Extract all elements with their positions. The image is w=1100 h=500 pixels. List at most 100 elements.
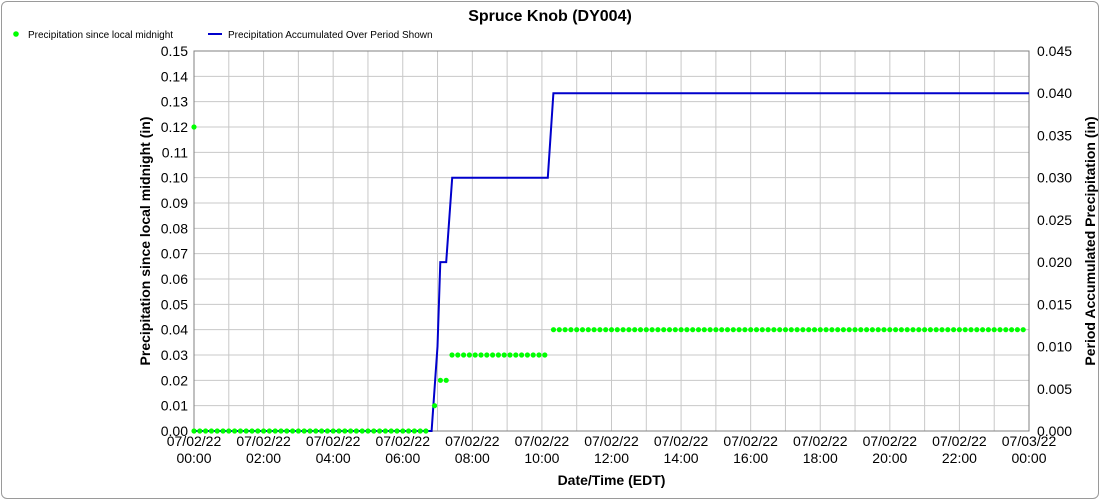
data-point bbox=[742, 327, 748, 333]
data-point bbox=[875, 327, 881, 333]
data-point bbox=[330, 428, 336, 434]
data-point bbox=[519, 352, 525, 358]
data-point bbox=[1020, 327, 1026, 333]
right-tick-label: 0.030 bbox=[1037, 170, 1072, 186]
data-point bbox=[800, 327, 806, 333]
left-tick-label: 0.07 bbox=[161, 246, 188, 262]
accumulated-line bbox=[194, 92, 1029, 432]
right-tick-label: 0.010 bbox=[1037, 339, 1072, 355]
data-point bbox=[811, 327, 818, 333]
data-point bbox=[956, 327, 963, 333]
data-point bbox=[690, 327, 696, 333]
data-point bbox=[191, 428, 197, 434]
x-tick-date: 07/02/22 bbox=[654, 433, 709, 449]
data-point bbox=[530, 352, 536, 358]
midnight-series bbox=[191, 124, 1026, 434]
data-point bbox=[974, 327, 980, 333]
data-point bbox=[371, 428, 377, 434]
data-point bbox=[542, 352, 548, 358]
left-tick-label: 0.08 bbox=[161, 220, 188, 236]
data-point bbox=[278, 428, 284, 434]
data-point bbox=[898, 327, 905, 333]
x-tick-time: 00:00 bbox=[1011, 450, 1046, 466]
data-point bbox=[377, 428, 383, 434]
data-point bbox=[858, 327, 864, 333]
left-tick-label: 0.02 bbox=[161, 372, 188, 388]
data-point bbox=[765, 327, 771, 333]
data-point bbox=[255, 428, 261, 434]
data-point bbox=[423, 428, 429, 434]
data-point bbox=[626, 327, 632, 333]
x-axis-ticks: 07/02/2200:0007/02/2202:0007/02/2204:000… bbox=[167, 433, 1057, 466]
data-point bbox=[637, 327, 644, 333]
right-tick-label: 0.045 bbox=[1037, 43, 1072, 59]
data-point bbox=[840, 327, 847, 333]
legend-marker-midnight bbox=[13, 31, 19, 37]
data-point bbox=[893, 327, 899, 333]
data-point bbox=[724, 327, 731, 333]
data-point bbox=[556, 327, 562, 333]
data-point bbox=[736, 327, 742, 333]
data-point bbox=[881, 327, 887, 333]
left-tick-label: 0.05 bbox=[161, 296, 188, 312]
left-tick-label: 0.09 bbox=[161, 195, 188, 211]
x-tick-time: 02:00 bbox=[246, 450, 281, 466]
right-tick-label: 0.020 bbox=[1037, 254, 1072, 270]
data-point bbox=[237, 428, 243, 434]
data-point bbox=[490, 352, 496, 358]
data-point bbox=[443, 377, 449, 383]
right-tick-label: 0.040 bbox=[1037, 85, 1072, 101]
data-point bbox=[324, 428, 330, 434]
data-point bbox=[472, 352, 478, 358]
data-point bbox=[272, 428, 278, 434]
accumulated-series bbox=[194, 92, 1029, 432]
left-axis-title: Precipitation since local midnight (in) bbox=[137, 117, 153, 366]
data-point bbox=[550, 327, 557, 333]
data-point bbox=[1014, 327, 1021, 333]
data-point bbox=[823, 327, 829, 333]
chart-title: Spruce Knob (DY004) bbox=[468, 8, 632, 25]
data-point bbox=[661, 327, 667, 333]
data-point bbox=[666, 327, 673, 333]
plot-area bbox=[193, 50, 1030, 432]
left-tick-label: 0.06 bbox=[161, 271, 188, 287]
data-point bbox=[513, 352, 519, 358]
x-tick-time: 16:00 bbox=[733, 450, 768, 466]
data-point bbox=[284, 428, 290, 434]
x-tick-time: 12:00 bbox=[594, 450, 629, 466]
data-point bbox=[249, 428, 255, 434]
x-tick-time: 22:00 bbox=[942, 450, 977, 466]
data-point bbox=[243, 428, 249, 434]
right-axis-title: Period Accumulated Precipitation (in) bbox=[1082, 116, 1098, 365]
data-point bbox=[1003, 327, 1009, 333]
data-point bbox=[794, 327, 800, 333]
data-point bbox=[968, 327, 974, 333]
data-point bbox=[939, 327, 945, 333]
data-point bbox=[678, 327, 684, 333]
data-point bbox=[449, 352, 455, 358]
data-point bbox=[226, 428, 232, 434]
data-point bbox=[191, 124, 197, 130]
data-point bbox=[524, 352, 531, 358]
data-point bbox=[846, 327, 852, 333]
grid bbox=[193, 50, 1030, 432]
data-point bbox=[985, 327, 992, 333]
data-point bbox=[980, 327, 986, 333]
data-point bbox=[478, 352, 484, 358]
x-tick-date: 07/02/22 bbox=[793, 433, 848, 449]
x-tick-date: 07/02/22 bbox=[376, 433, 431, 449]
data-point bbox=[951, 327, 957, 333]
data-point bbox=[536, 352, 542, 358]
data-point bbox=[574, 327, 580, 333]
legend-label-midnight: Precipitation since local midnight bbox=[28, 30, 173, 41]
left-tick-label: 0.10 bbox=[161, 170, 188, 186]
x-tick-time: 14:00 bbox=[664, 450, 699, 466]
data-point bbox=[759, 327, 765, 333]
x-tick-date: 07/02/22 bbox=[445, 433, 500, 449]
data-point bbox=[232, 428, 238, 434]
data-point bbox=[910, 327, 916, 333]
x-tick-time: 06:00 bbox=[385, 450, 420, 466]
x-tick-time: 08:00 bbox=[455, 450, 490, 466]
